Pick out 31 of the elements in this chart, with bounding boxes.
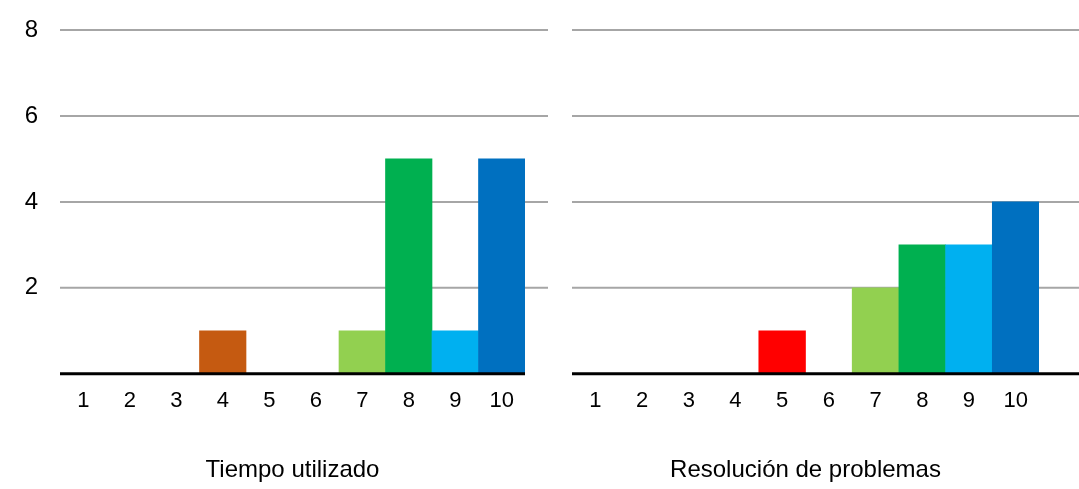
- x-tick-label: 9: [962, 387, 976, 413]
- x-tick-label: 4: [216, 387, 229, 413]
- x-tick-label: 6: [309, 387, 322, 413]
- x-tick-label: 1: [589, 387, 602, 413]
- y-tick-label: 6: [24, 100, 38, 128]
- y-tick-label: 2: [24, 272, 38, 300]
- x-axis-title: Tiempo utilizado: [205, 455, 380, 483]
- x-tick-label: 2: [123, 387, 136, 413]
- bar: [898, 244, 946, 374]
- x-tick-label: 7: [869, 387, 882, 413]
- x-tick-label: 5: [776, 387, 789, 413]
- x-tick-label: 5: [263, 387, 276, 413]
- y-tick-label: 8: [24, 14, 38, 42]
- y-tick-label: 4: [24, 186, 38, 214]
- x-tick-label: 3: [682, 387, 695, 413]
- x-tick-label: 9: [449, 387, 462, 413]
- x-tick-label: 4: [729, 387, 742, 413]
- bar: [945, 244, 993, 374]
- x-tick-label: 8: [402, 387, 415, 413]
- x-tick-label: 10: [489, 387, 514, 413]
- x-axis-title: Resolución de problemas: [670, 455, 941, 483]
- x-tick-label: 1: [77, 387, 90, 413]
- bar: [851, 287, 900, 374]
- bar: [758, 330, 806, 374]
- x-tick-label: 2: [635, 387, 649, 413]
- bar: [991, 201, 1039, 374]
- x-tick-label: 8: [916, 387, 929, 413]
- x-tick-label: 3: [170, 387, 183, 413]
- x-tick-label: 7: [356, 387, 369, 413]
- x-tick-label: 10: [1003, 387, 1028, 413]
- x-tick-label: 6: [822, 387, 835, 413]
